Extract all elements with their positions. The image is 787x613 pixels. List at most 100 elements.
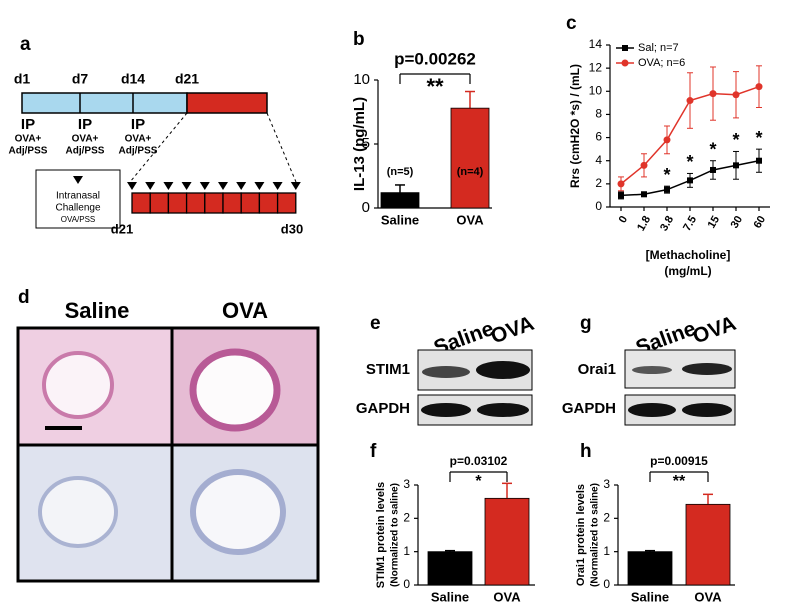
bar (484, 497, 530, 586)
x-tick-label: 0 (617, 214, 630, 225)
legend-marker (622, 45, 628, 51)
point (686, 97, 694, 105)
day-label: d1 (14, 71, 31, 87)
significance: * (755, 128, 762, 148)
challenge-marker (236, 182, 247, 190)
zoom-line (129, 112, 188, 183)
point (618, 192, 624, 199)
x-tick-label: OVA (456, 212, 484, 227)
point (663, 136, 671, 144)
route: IP (131, 116, 145, 133)
bar (627, 551, 673, 586)
challenge-day (222, 192, 242, 214)
bar (427, 551, 473, 586)
y-tick-label: 0 (403, 577, 410, 591)
challenge-day (149, 192, 170, 214)
sensitization-bar (21, 92, 188, 114)
y-tick-label: 1 (403, 544, 410, 558)
y-tick-label: 3 (403, 477, 410, 491)
bar (380, 192, 420, 209)
point (710, 166, 716, 173)
band (421, 403, 471, 417)
y-axis-label: STIM1 protein levels (375, 482, 387, 588)
challenge-marker (272, 182, 283, 190)
significance: * (475, 473, 482, 490)
row-label: Orai1 (578, 361, 616, 378)
challenge-bar (186, 92, 268, 114)
panel-label: d (18, 287, 30, 308)
legend-marker (621, 59, 629, 67)
airway (189, 348, 281, 432)
y-axis-label: Rrs (cmH2O *s) / (mL) (568, 64, 582, 188)
panel-label: b (353, 29, 365, 50)
point (756, 157, 762, 164)
y-tick-label: 0 (595, 199, 602, 213)
zoom-line (266, 112, 297, 183)
significance: ** (673, 473, 686, 490)
legend-label: Sal; n=7 (638, 42, 679, 54)
x-tick-label: OVA (694, 589, 722, 604)
x-tick-label: Saline (431, 589, 469, 604)
y-tick-label: 1 (603, 544, 610, 558)
panel-label: f (370, 441, 377, 462)
point (733, 162, 739, 169)
point (755, 83, 763, 91)
y-axis-note: (Normalized to saline) (590, 483, 601, 587)
panel-label: c (566, 13, 577, 34)
y-tick-label: 14 (589, 37, 603, 51)
vehicle: Adj/PSS (66, 146, 105, 157)
airway (38, 476, 118, 548)
challenge-marker (218, 182, 228, 190)
bar (450, 107, 490, 209)
band (476, 361, 530, 379)
challenge-marker (163, 182, 174, 190)
histology: Saline OVA (16, 298, 320, 583)
challenge-marker (199, 182, 210, 190)
point (641, 191, 647, 198)
x-tick-label: OVA (493, 589, 521, 604)
legend-label: OVA; n=6 (638, 57, 685, 69)
timeline: Intranasal Challenge OVA/PSS d21 d30 (21, 92, 303, 236)
y-tick-label: 2 (603, 511, 610, 525)
panel-label: h (580, 441, 592, 462)
p-value: p=0.00915 (650, 454, 708, 468)
row-label: GAPDH (356, 400, 410, 417)
bar (685, 503, 731, 586)
band (682, 403, 732, 417)
x-tick-label: 30 (729, 214, 746, 231)
row-label: STIM1 (366, 361, 410, 378)
key-text: OVA/PSS (61, 215, 96, 224)
challenge-day (204, 192, 224, 214)
y-tick-label: 6 (595, 130, 602, 144)
day-label: d21 (175, 71, 199, 87)
panel-label: e (370, 313, 381, 334)
grid-frame (16, 326, 320, 583)
x-tick-label: 60 (752, 214, 769, 231)
key-text: Intranasal (56, 191, 100, 202)
challenge-marker (290, 182, 301, 190)
day-label: d21 (111, 221, 133, 236)
y-axis-label: IL-13 (pg/mL) (351, 97, 368, 191)
route: IP (78, 116, 92, 133)
point (687, 177, 693, 184)
airway (190, 469, 286, 555)
band (632, 366, 672, 374)
point (709, 90, 717, 98)
y-tick-label: 0 (603, 577, 610, 591)
row-label: GAPDH (562, 400, 616, 417)
challenge-marker (145, 182, 156, 190)
x-axis-unit: (mg/mL) (664, 264, 711, 278)
challenge-day (167, 192, 188, 214)
panel-label: g (580, 313, 592, 334)
y-tick-label: 3 (603, 477, 610, 491)
y-tick-label: 8 (595, 107, 602, 121)
point (617, 180, 625, 188)
y-tick-label: 10 (589, 83, 603, 97)
agent: OVA+ (72, 134, 99, 145)
y-tick-label: 0 (362, 199, 370, 216)
y-tick-label: 12 (589, 60, 603, 74)
panel-label: a (20, 34, 31, 55)
y-axis-note: (Normalized to saline) (390, 483, 401, 587)
airway (42, 351, 114, 419)
day-label: d14 (121, 71, 145, 87)
